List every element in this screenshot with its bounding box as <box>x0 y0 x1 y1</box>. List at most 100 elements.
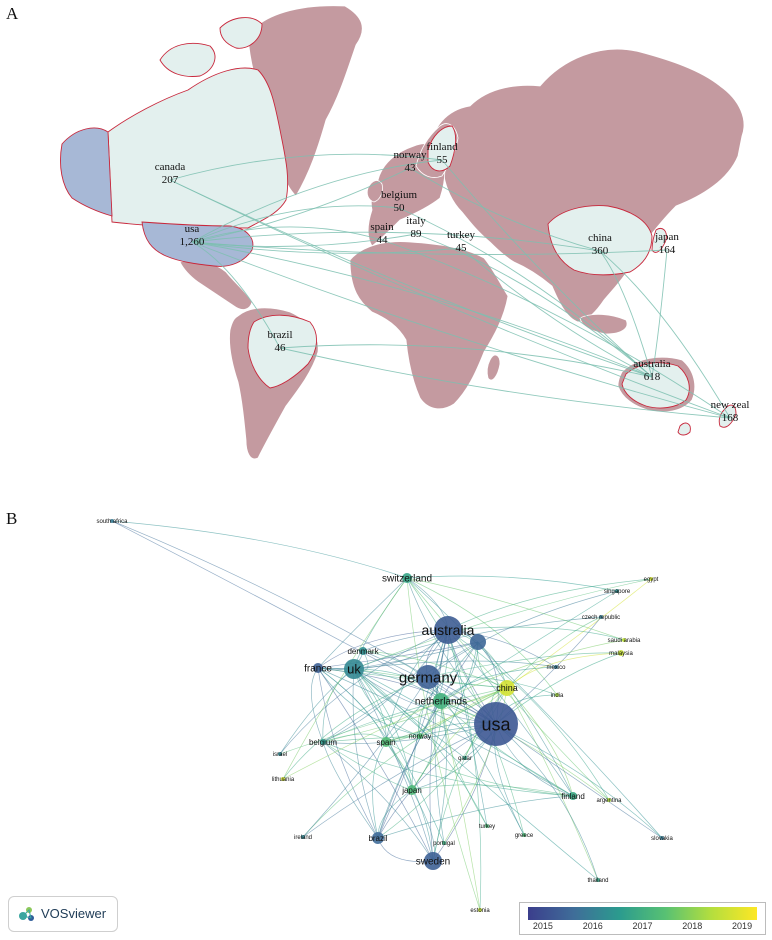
country-value: 44 <box>377 234 389 246</box>
network-edge <box>322 741 379 839</box>
node-south-africa <box>110 519 114 523</box>
node-spain <box>381 737 391 747</box>
network-edge <box>377 795 574 839</box>
network-edge <box>406 577 625 641</box>
network-edge <box>353 668 574 797</box>
network-edge <box>317 641 479 669</box>
node-slovakia <box>660 836 664 840</box>
japan-shape <box>651 228 667 253</box>
network-edge <box>440 666 557 702</box>
network-edge <box>385 741 574 797</box>
network-edge <box>322 735 421 743</box>
node-label-israel: israel <box>273 752 287 758</box>
node-label-lithuania: lithuania <box>272 777 295 783</box>
node-china <box>499 680 515 696</box>
map-link <box>191 233 417 247</box>
network-edge <box>317 667 508 689</box>
node-label-uk: uk <box>347 662 361 677</box>
node-australia <box>434 616 462 644</box>
network-edge <box>411 629 449 791</box>
network-edge <box>279 629 449 755</box>
map-link <box>460 247 653 378</box>
network-edge <box>495 616 602 725</box>
node-label-singapore: singapore <box>604 589 631 595</box>
network-edge <box>111 520 429 678</box>
node-lithuania <box>281 777 285 781</box>
world-map: canada207usa1,260norway43finland55belgiu… <box>30 0 765 470</box>
network-edge <box>406 577 497 725</box>
node-label-malaysia: malaysia <box>609 651 633 657</box>
node-label-spain: spain <box>376 738 395 747</box>
country-name: belgium <box>381 189 417 201</box>
network-edge <box>440 700 663 839</box>
node-mexico <box>554 665 558 669</box>
colorbar-gradient <box>528 907 757 920</box>
country-value: 45 <box>456 242 468 254</box>
network-edge <box>322 723 497 744</box>
node-label-switzerland: switzerland <box>382 574 432 585</box>
network-edge <box>506 687 599 881</box>
node-label-france: france <box>304 664 332 675</box>
node-canada <box>470 634 486 650</box>
colorbar-tick: 2017 <box>632 921 653 931</box>
node-uk <box>344 659 364 679</box>
network-edge <box>377 641 479 839</box>
network-edge <box>427 676 525 836</box>
country-value: 618 <box>644 371 661 383</box>
country-name: turkey <box>447 229 476 241</box>
map-link <box>651 249 668 378</box>
node-india <box>555 693 559 697</box>
network-edge <box>440 700 481 911</box>
network-edge <box>282 700 442 780</box>
node-label-japan: japan <box>401 786 422 795</box>
node-label-finland: finland <box>561 792 585 801</box>
network-edge <box>317 629 449 669</box>
colorbar-tick: 2015 <box>532 921 553 931</box>
node-label-qatar: qatar <box>458 756 472 762</box>
ellesmere-shape <box>219 17 263 49</box>
country-value: 43 <box>405 162 417 174</box>
network-edge <box>353 641 479 670</box>
node-malaysia <box>618 650 624 656</box>
map-link <box>398 207 653 378</box>
country-name: norway <box>394 149 427 161</box>
vosviewer-badge: VOSviewer <box>8 896 118 932</box>
map-link <box>415 233 653 378</box>
node-label-netherlands: netherlands <box>415 697 467 708</box>
map-link <box>191 231 601 252</box>
node-label-germany: germany <box>399 669 458 686</box>
node-label-turkey: turkey <box>479 824 495 830</box>
network-edge <box>440 639 625 702</box>
network-edge <box>447 626 625 641</box>
node-denmark <box>359 647 367 655</box>
network-edge <box>322 700 442 743</box>
indonesia-shape <box>579 314 628 335</box>
network-edge <box>317 667 434 862</box>
node-label-ireland: ireland <box>294 835 312 841</box>
network-edge <box>447 578 652 631</box>
network-edge <box>427 675 558 696</box>
node-singapore <box>615 589 619 593</box>
node-qatar <box>463 756 467 760</box>
network-edge <box>317 667 574 797</box>
network-edge <box>302 687 508 838</box>
colorbar-tick: 2018 <box>682 921 703 931</box>
network-edge <box>353 668 445 844</box>
network-edge <box>353 668 488 827</box>
country-value: 207 <box>162 174 179 186</box>
node-label-greece: greece <box>515 833 534 839</box>
network-edge <box>377 700 442 839</box>
network-edge <box>111 520 408 579</box>
nz-south-island-shape <box>677 422 691 436</box>
node-label-norway: norway <box>409 733 432 740</box>
node-label-egypt: egypt <box>644 577 659 583</box>
madagascar-shape <box>486 354 501 381</box>
country-value: 164 <box>659 244 676 256</box>
network-edge <box>506 578 652 689</box>
node-norway <box>417 733 423 739</box>
network-edge <box>353 660 557 670</box>
